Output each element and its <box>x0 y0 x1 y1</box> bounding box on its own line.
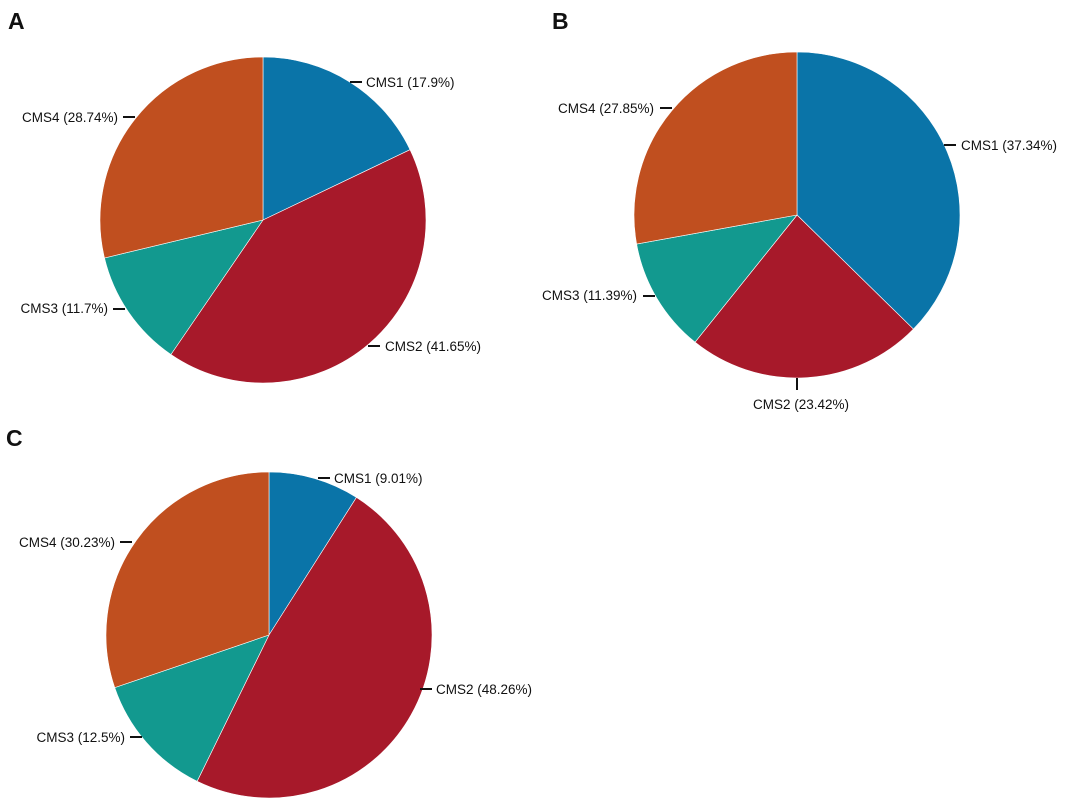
panel-a-cms4-label: CMS4 (28.74%) <box>22 110 118 125</box>
panel-b-cms4-slice <box>633 51 798 245</box>
panel-b-cms1-label: CMS1 (37.34%) <box>961 138 1057 153</box>
panel-b-cms4-label: CMS4 (27.85%) <box>558 101 654 116</box>
panel-a-cms3-label: CMS3 (11.7%) <box>20 301 108 316</box>
panel-b: B CMS1 (37.34%) CMS2 (23.42%) CMS3 (11.3… <box>542 8 1057 412</box>
panel-a-letter: A <box>8 8 25 34</box>
panel-c-cms3-label: CMS3 (12.5%) <box>36 730 125 745</box>
panel-b-letter: B <box>552 8 569 34</box>
panel-b-cms3-slice <box>636 214 798 343</box>
panel-c-cms3-slice <box>114 634 270 782</box>
panel-c-letter: C <box>6 425 23 451</box>
panel-b-cms2-slice <box>694 214 914 379</box>
panel-a: A CMS1 (17.9%) CMS2 (41.65%) CMS3 (11.7%… <box>8 8 481 384</box>
panel-a-cms4-slice <box>99 56 264 259</box>
panel-c-slices <box>105 471 433 799</box>
panel-a-labels: CMS1 (17.9%) CMS2 (41.65%) CMS3 (11.7%) … <box>20 75 481 354</box>
panel-a-cms1-label: CMS1 (17.9%) <box>366 75 455 90</box>
panel-c-cms4-slice <box>105 471 270 688</box>
panel-a-cms1-slice <box>262 56 411 221</box>
panel-c: C CMS1 (9.01%) CMS2 (48.26%) CMS3 (12.5%… <box>6 425 532 799</box>
panel-b-slices <box>633 51 961 379</box>
panel-a-cms2-label: CMS2 (41.65%) <box>385 339 481 354</box>
panel-b-cms3-label: CMS3 (11.39%) <box>542 288 637 303</box>
panel-b-cms2-label: CMS2 (23.42%) <box>753 397 849 412</box>
panel-a-slices <box>99 56 427 384</box>
panel-b-labels: CMS1 (37.34%) CMS2 (23.42%) CMS3 (11.39%… <box>542 101 1057 412</box>
panel-b-cms1-slice <box>796 51 961 330</box>
panel-c-cms4-label: CMS4 (30.23%) <box>19 535 115 550</box>
panel-c-cms1-label: CMS1 (9.01%) <box>334 471 423 486</box>
panel-a-cms3-slice <box>104 219 264 355</box>
panel-c-cms2-slice <box>196 497 433 799</box>
panel-c-cms2-label: CMS2 (48.26%) <box>436 682 532 697</box>
panel-c-labels: CMS1 (9.01%) CMS2 (48.26%) CMS3 (12.5%) … <box>19 471 532 745</box>
panel-a-cms2-slice <box>170 149 427 384</box>
panel-c-cms1-slice <box>268 471 357 637</box>
